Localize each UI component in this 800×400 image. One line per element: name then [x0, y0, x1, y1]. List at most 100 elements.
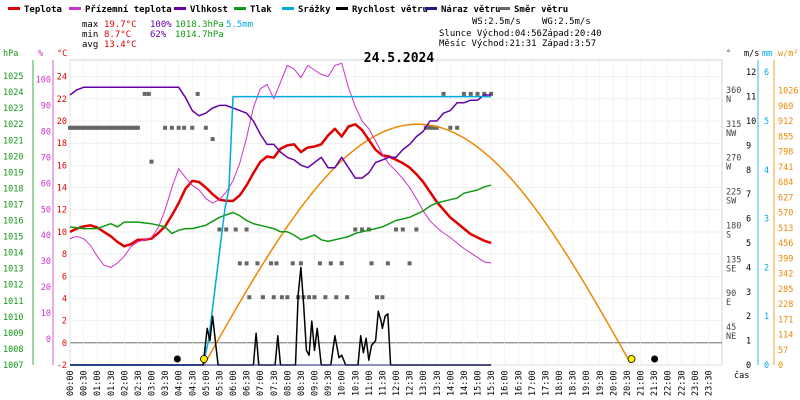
- wind-direction-dot: [374, 295, 379, 300]
- pressure-tick: 1020: [3, 152, 23, 162]
- x-tick: 23:00: [691, 370, 701, 396]
- direction-tick: 45: [726, 323, 736, 333]
- solar-tick: 1026: [778, 87, 798, 97]
- x-tick: 00:00: [66, 370, 76, 396]
- series-tlak: [69, 184, 492, 243]
- temperature-tick: -2: [57, 361, 67, 371]
- direction-tick: 225: [726, 188, 741, 198]
- x-tick: 19:00: [582, 370, 592, 396]
- direction-tick: 180: [726, 221, 741, 231]
- x-tick: 14:00: [446, 370, 456, 396]
- humidity-tick: 10: [41, 309, 51, 319]
- pressure-tick: 1023: [3, 104, 23, 114]
- legend-label: Vlhkost: [190, 5, 228, 15]
- solar-tick: 114: [778, 331, 793, 341]
- wind-direction-dot: [380, 295, 385, 300]
- legend-swatch: [69, 7, 81, 10]
- wind-direction-dot: [146, 91, 151, 96]
- wind-direction-dot: [271, 295, 276, 300]
- temperature-tick: 4: [62, 294, 67, 304]
- temperature-tick: 24: [57, 73, 67, 83]
- temperature-tick: 22: [57, 95, 67, 105]
- wind-direction-dot: [441, 91, 446, 96]
- wind-direction-dot: [135, 125, 140, 130]
- solar-tick: 57: [778, 346, 788, 356]
- wind-direction-dot: [95, 125, 100, 130]
- direction-tick: 360: [726, 86, 741, 96]
- moonrise-marker: [651, 355, 659, 363]
- wind-speed-current: WS:2.5m/s: [472, 17, 521, 27]
- solar-tick: 228: [778, 300, 793, 310]
- wind-direction-dot: [224, 227, 229, 232]
- wind-direction-dot: [317, 261, 322, 266]
- wind-direction-dot: [432, 125, 437, 130]
- unit-pct: %: [38, 49, 43, 59]
- x-tick: 02:30: [134, 370, 144, 396]
- temperature-tick: 16: [57, 161, 67, 171]
- max-label: max: [82, 20, 99, 30]
- unit-deg: °: [726, 49, 731, 59]
- wind-direction-dot: [103, 125, 108, 130]
- wind-direction-dot: [87, 125, 92, 130]
- humidity-tick: 50: [41, 205, 51, 215]
- direction-tick-label: E: [726, 298, 731, 308]
- wind-direction-dot: [427, 125, 432, 130]
- wind-direction-dot: [244, 227, 249, 232]
- pressure-tick: 1012: [3, 281, 23, 291]
- x-tick: 06:30: [243, 370, 253, 396]
- rain-tick: 4: [764, 166, 769, 176]
- pressure-tick: 1022: [3, 120, 23, 130]
- legend-swatch: [234, 7, 246, 10]
- pressure-tick: 1011: [3, 297, 23, 307]
- temperature-tick: 0: [62, 339, 67, 349]
- solar-tick: 285: [778, 285, 793, 295]
- pressure-tick: 1017: [3, 200, 23, 210]
- wind-direction-dot: [448, 125, 453, 130]
- max-pressure: 1018.3hPa: [175, 20, 224, 30]
- wind-direction-dot: [360, 227, 365, 232]
- x-tick: 18:00: [555, 370, 565, 396]
- pressure-tick: 1016: [3, 217, 23, 227]
- wind-tick: 12: [746, 68, 756, 78]
- solar-tick: 798: [778, 148, 793, 158]
- wind-direction-dot: [127, 125, 132, 130]
- grid: [69, 59, 723, 366]
- wind-direction-dot: [163, 125, 168, 130]
- x-tick: 10:00: [338, 370, 348, 396]
- wind-direction-dot: [369, 261, 374, 266]
- wind-direction-dot: [255, 261, 260, 266]
- min-humidity: 62%: [150, 30, 167, 40]
- wind-direction-dot: [130, 125, 135, 130]
- series-rychlost-v-tru: [70, 266, 492, 366]
- humidity-tick: 20: [41, 283, 51, 293]
- sun-set: Západ:20:40: [542, 29, 602, 39]
- solar-tick: 969: [778, 102, 793, 112]
- wind-direction-dot: [182, 125, 187, 130]
- wind-direction-dot: [125, 125, 130, 130]
- x-tick: 22:00: [664, 370, 674, 396]
- legend-swatch: [425, 7, 437, 10]
- x-tick: 08:00: [283, 370, 293, 396]
- solar-tick: 456: [778, 239, 793, 249]
- wind-tick: 1: [746, 337, 751, 347]
- wind-direction-dot: [203, 125, 208, 130]
- min-pressure: 1014.7hPa: [175, 30, 224, 40]
- direction-tick-label: NW: [726, 129, 737, 139]
- x-tick: 01:00: [93, 370, 103, 396]
- legend-label: Směr větru: [514, 4, 568, 15]
- wind-direction-dot: [334, 295, 339, 300]
- pressure-tick: 1019: [3, 168, 23, 178]
- x-tick: 20:00: [609, 370, 619, 396]
- wind-direction-dot: [312, 295, 317, 300]
- direction-tick: 315: [726, 120, 741, 130]
- pressure-tick: 1021: [3, 136, 23, 146]
- x-tick: 18:30: [569, 370, 579, 396]
- wind-direction-dot: [70, 125, 75, 130]
- x-tick: 03:30: [161, 370, 171, 396]
- solar-tick: 342: [778, 270, 793, 280]
- wind-direction-dot: [210, 137, 215, 142]
- wind-direction-dot: [247, 295, 252, 300]
- pressure-tick: 1013: [3, 265, 23, 275]
- wind-direction-dot: [400, 227, 405, 232]
- wind-tick: 2: [746, 312, 751, 322]
